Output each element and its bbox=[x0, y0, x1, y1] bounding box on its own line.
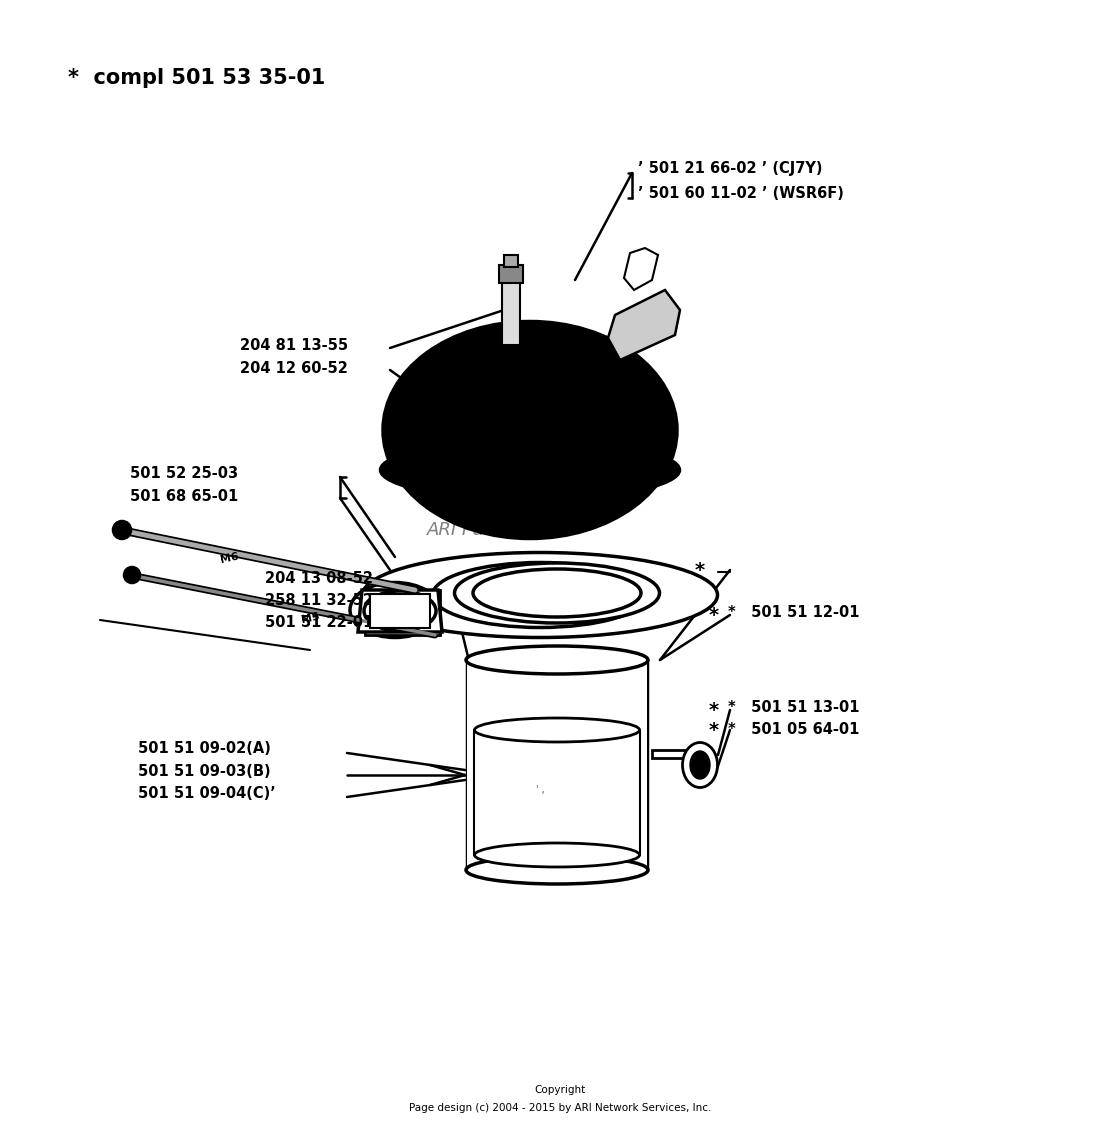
Circle shape bbox=[124, 567, 140, 583]
Text: 204 81 13-55: 204 81 13-55 bbox=[240, 337, 348, 352]
Text: *: * bbox=[709, 720, 719, 740]
Ellipse shape bbox=[475, 718, 640, 742]
Ellipse shape bbox=[690, 751, 710, 779]
Text: 501 51 09-02(A): 501 51 09-02(A) bbox=[138, 741, 271, 755]
Ellipse shape bbox=[363, 552, 718, 637]
Ellipse shape bbox=[455, 563, 660, 623]
Text: ’ 501 60 11-02 ’ (WSR6F): ’ 501 60 11-02 ’ (WSR6F) bbox=[638, 185, 843, 200]
Polygon shape bbox=[474, 730, 640, 855]
Bar bbox=[502, 270, 520, 345]
Polygon shape bbox=[608, 290, 680, 360]
Text: 501 51 22-01: 501 51 22-01 bbox=[265, 615, 373, 629]
Text: 258 11 32-52: 258 11 32-52 bbox=[265, 593, 373, 608]
Text: 501 52 25-03: 501 52 25-03 bbox=[130, 466, 239, 481]
Text: ARI PartStream™: ARI PartStream™ bbox=[427, 521, 582, 538]
Text: *   501 51 12-01: * 501 51 12-01 bbox=[728, 604, 859, 619]
Ellipse shape bbox=[349, 583, 440, 637]
Polygon shape bbox=[652, 750, 700, 780]
Bar bbox=[370, 594, 430, 628]
Ellipse shape bbox=[380, 440, 680, 500]
Text: *   501 05 64-01: * 501 05 64-01 bbox=[728, 721, 859, 736]
Text: 501 51 09-03(B): 501 51 09-03(B) bbox=[138, 763, 271, 778]
Bar bbox=[365, 590, 440, 635]
Ellipse shape bbox=[473, 569, 641, 617]
Polygon shape bbox=[624, 248, 659, 290]
Text: ’ 501 21 66-02 ’ (CJ7Y): ’ 501 21 66-02 ’ (CJ7Y) bbox=[638, 160, 822, 175]
Text: *: * bbox=[709, 701, 719, 719]
Text: *: * bbox=[709, 605, 719, 625]
Text: M6: M6 bbox=[220, 551, 241, 565]
Text: 204 12 60-52: 204 12 60-52 bbox=[240, 360, 348, 376]
Ellipse shape bbox=[682, 743, 718, 787]
Text: 501 51 09-04(C)’: 501 51 09-04(C)’ bbox=[138, 785, 276, 801]
Text: ' ,: ' , bbox=[535, 785, 544, 795]
Text: *: * bbox=[694, 560, 706, 579]
Ellipse shape bbox=[383, 321, 678, 538]
Text: *  compl 501 53 35-01: * compl 501 53 35-01 bbox=[68, 68, 326, 87]
Ellipse shape bbox=[475, 843, 640, 867]
Bar bbox=[504, 254, 517, 267]
Polygon shape bbox=[467, 660, 647, 870]
Text: *   501 51 13-01: * 501 51 13-01 bbox=[728, 700, 859, 715]
Ellipse shape bbox=[432, 562, 647, 627]
Circle shape bbox=[113, 521, 131, 538]
Polygon shape bbox=[358, 590, 442, 632]
Text: Copyright: Copyright bbox=[534, 1085, 586, 1095]
Text: Page design (c) 2004 - 2015 by ARI Network Services, Inc.: Page design (c) 2004 - 2015 by ARI Netwo… bbox=[409, 1103, 711, 1113]
Ellipse shape bbox=[364, 591, 436, 630]
Ellipse shape bbox=[466, 646, 648, 674]
Bar bbox=[500, 265, 523, 283]
Text: 204 13 08-52: 204 13 08-52 bbox=[265, 570, 373, 585]
Text: M5: M5 bbox=[300, 611, 320, 625]
Ellipse shape bbox=[466, 857, 648, 884]
Text: 501 68 65-01: 501 68 65-01 bbox=[130, 488, 239, 503]
